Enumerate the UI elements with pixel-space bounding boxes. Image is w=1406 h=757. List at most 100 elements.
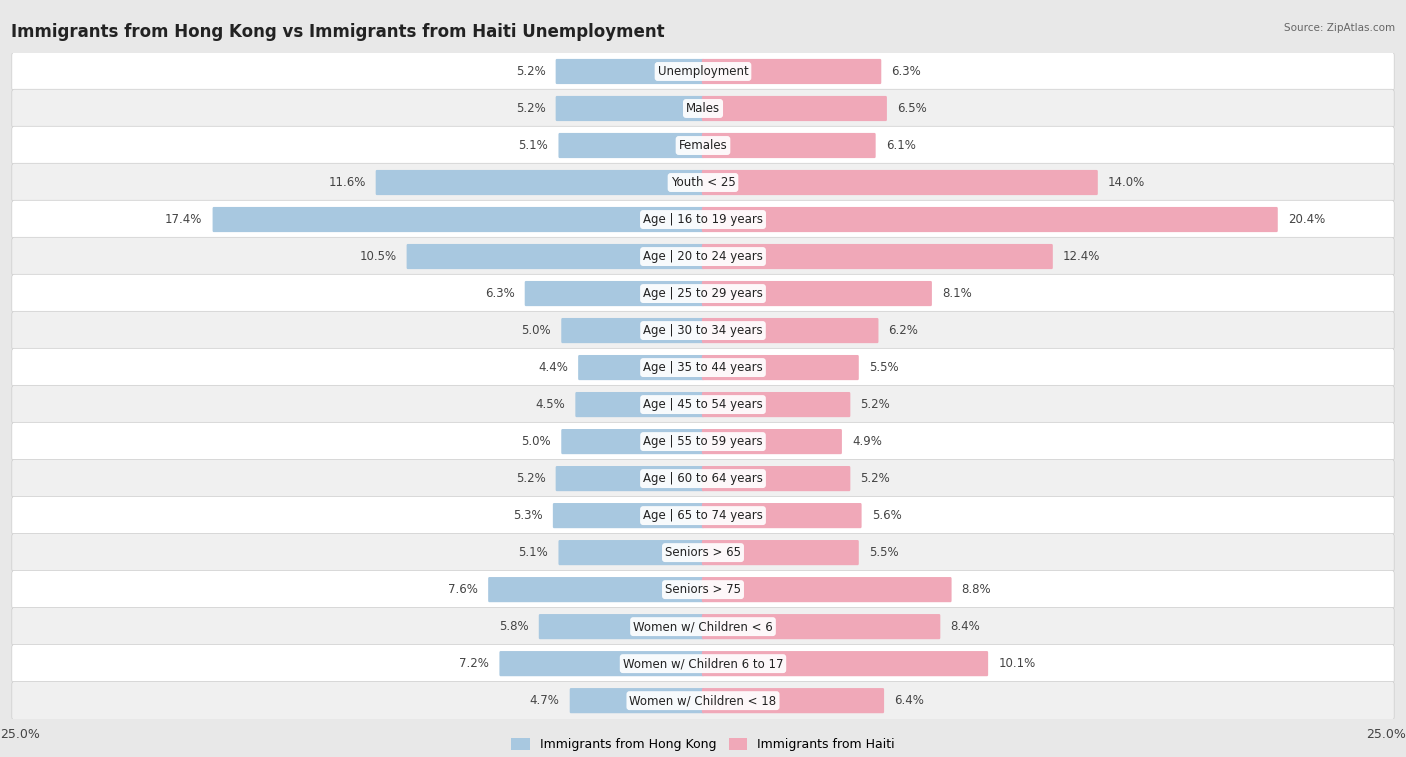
FancyBboxPatch shape — [11, 237, 1395, 276]
Text: 5.5%: 5.5% — [869, 546, 898, 559]
FancyBboxPatch shape — [702, 96, 887, 121]
Text: Age | 65 to 74 years: Age | 65 to 74 years — [643, 509, 763, 522]
Text: 5.0%: 5.0% — [522, 324, 551, 337]
Text: Women w/ Children 6 to 17: Women w/ Children 6 to 17 — [623, 657, 783, 670]
FancyBboxPatch shape — [561, 318, 704, 343]
FancyBboxPatch shape — [561, 429, 704, 454]
Text: 4.7%: 4.7% — [530, 694, 560, 707]
Text: 6.4%: 6.4% — [894, 694, 924, 707]
FancyBboxPatch shape — [702, 429, 842, 454]
FancyBboxPatch shape — [11, 385, 1395, 424]
Text: 14.0%: 14.0% — [1108, 176, 1144, 189]
FancyBboxPatch shape — [702, 577, 952, 603]
FancyBboxPatch shape — [555, 466, 704, 491]
FancyBboxPatch shape — [11, 497, 1395, 535]
Text: 10.1%: 10.1% — [998, 657, 1035, 670]
FancyBboxPatch shape — [702, 614, 941, 639]
Text: 5.2%: 5.2% — [516, 472, 546, 485]
Text: 5.3%: 5.3% — [513, 509, 543, 522]
Text: 25.0%: 25.0% — [0, 728, 39, 741]
FancyBboxPatch shape — [702, 355, 859, 380]
FancyBboxPatch shape — [702, 318, 879, 343]
Text: Age | 25 to 29 years: Age | 25 to 29 years — [643, 287, 763, 300]
Text: 5.6%: 5.6% — [872, 509, 901, 522]
Text: Source: ZipAtlas.com: Source: ZipAtlas.com — [1284, 23, 1395, 33]
FancyBboxPatch shape — [375, 170, 704, 195]
Text: 11.6%: 11.6% — [328, 176, 366, 189]
Legend: Immigrants from Hong Kong, Immigrants from Haiti: Immigrants from Hong Kong, Immigrants fr… — [506, 734, 900, 756]
Text: 6.3%: 6.3% — [891, 65, 921, 78]
FancyBboxPatch shape — [702, 170, 1098, 195]
Text: 6.2%: 6.2% — [889, 324, 918, 337]
Text: Unemployment: Unemployment — [658, 65, 748, 78]
FancyBboxPatch shape — [555, 59, 704, 84]
Text: 8.4%: 8.4% — [950, 620, 980, 633]
FancyBboxPatch shape — [11, 534, 1395, 572]
Text: 8.8%: 8.8% — [962, 583, 991, 596]
FancyBboxPatch shape — [11, 164, 1395, 202]
Text: Age | 35 to 44 years: Age | 35 to 44 years — [643, 361, 763, 374]
Text: 10.5%: 10.5% — [360, 250, 396, 263]
Text: 5.2%: 5.2% — [516, 65, 546, 78]
Text: Immigrants from Hong Kong vs Immigrants from Haiti Unemployment: Immigrants from Hong Kong vs Immigrants … — [11, 23, 665, 41]
Text: Seniors > 75: Seniors > 75 — [665, 583, 741, 596]
Text: Age | 55 to 59 years: Age | 55 to 59 years — [643, 435, 763, 448]
FancyBboxPatch shape — [702, 392, 851, 417]
FancyBboxPatch shape — [11, 126, 1395, 165]
Text: 20.4%: 20.4% — [1288, 213, 1324, 226]
FancyBboxPatch shape — [212, 207, 704, 232]
Text: 5.5%: 5.5% — [869, 361, 898, 374]
Text: Age | 60 to 64 years: Age | 60 to 64 years — [643, 472, 763, 485]
FancyBboxPatch shape — [11, 311, 1395, 350]
FancyBboxPatch shape — [11, 644, 1395, 683]
FancyBboxPatch shape — [702, 281, 932, 306]
FancyBboxPatch shape — [11, 89, 1395, 128]
FancyBboxPatch shape — [406, 244, 704, 269]
FancyBboxPatch shape — [11, 52, 1395, 91]
FancyBboxPatch shape — [538, 614, 704, 639]
FancyBboxPatch shape — [702, 59, 882, 84]
Text: 12.4%: 12.4% — [1063, 250, 1101, 263]
FancyBboxPatch shape — [702, 503, 862, 528]
FancyBboxPatch shape — [558, 540, 704, 565]
FancyBboxPatch shape — [702, 688, 884, 713]
Text: 6.5%: 6.5% — [897, 102, 927, 115]
FancyBboxPatch shape — [553, 503, 704, 528]
Text: 5.1%: 5.1% — [519, 546, 548, 559]
FancyBboxPatch shape — [524, 281, 704, 306]
Text: Women w/ Children < 6: Women w/ Children < 6 — [633, 620, 773, 633]
FancyBboxPatch shape — [702, 466, 851, 491]
FancyBboxPatch shape — [702, 207, 1278, 232]
Text: 7.6%: 7.6% — [449, 583, 478, 596]
Text: 5.2%: 5.2% — [860, 398, 890, 411]
FancyBboxPatch shape — [569, 688, 704, 713]
FancyBboxPatch shape — [11, 459, 1395, 498]
Text: 5.0%: 5.0% — [522, 435, 551, 448]
FancyBboxPatch shape — [11, 681, 1395, 720]
Text: 4.9%: 4.9% — [852, 435, 882, 448]
Text: Seniors > 65: Seniors > 65 — [665, 546, 741, 559]
FancyBboxPatch shape — [702, 540, 859, 565]
Text: 17.4%: 17.4% — [165, 213, 202, 226]
FancyBboxPatch shape — [575, 392, 704, 417]
FancyBboxPatch shape — [11, 607, 1395, 646]
Text: Females: Females — [679, 139, 727, 152]
Text: 25.0%: 25.0% — [1367, 728, 1406, 741]
FancyBboxPatch shape — [488, 577, 704, 603]
FancyBboxPatch shape — [499, 651, 704, 676]
Text: Women w/ Children < 18: Women w/ Children < 18 — [630, 694, 776, 707]
Text: 5.2%: 5.2% — [516, 102, 546, 115]
FancyBboxPatch shape — [578, 355, 704, 380]
Text: Age | 45 to 54 years: Age | 45 to 54 years — [643, 398, 763, 411]
FancyBboxPatch shape — [11, 422, 1395, 461]
Text: 4.5%: 4.5% — [536, 398, 565, 411]
Text: 5.8%: 5.8% — [499, 620, 529, 633]
Text: 6.1%: 6.1% — [886, 139, 915, 152]
FancyBboxPatch shape — [558, 133, 704, 158]
FancyBboxPatch shape — [11, 274, 1395, 313]
Text: 8.1%: 8.1% — [942, 287, 972, 300]
Text: Age | 20 to 24 years: Age | 20 to 24 years — [643, 250, 763, 263]
Text: 5.2%: 5.2% — [860, 472, 890, 485]
FancyBboxPatch shape — [702, 133, 876, 158]
FancyBboxPatch shape — [11, 348, 1395, 387]
